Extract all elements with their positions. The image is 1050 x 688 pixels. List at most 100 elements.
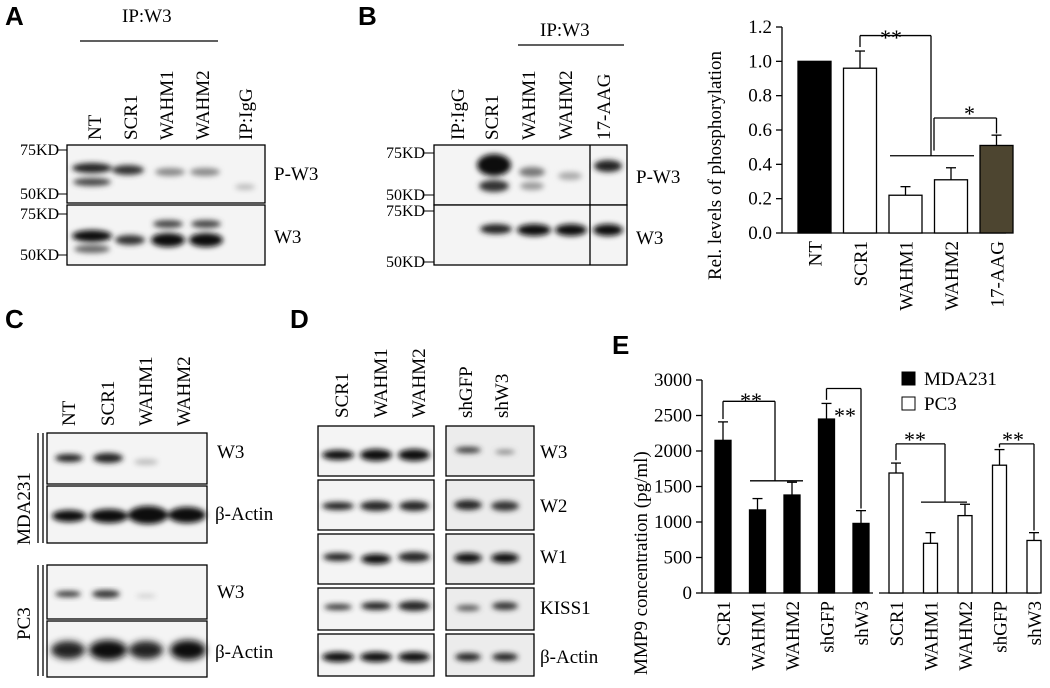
chart-e-ytick-label: 3000 [654,370,692,391]
chart-e-xtick-label: shW3 [1025,601,1046,645]
chart-e-xtick-label: WAHM2 [783,601,804,671]
row-d-3: W1 [540,547,567,568]
lane-a-3: WAHM1 [157,70,178,140]
chart-e: E MMP9 concentration (pg/ml) MDA231 PC3 … [612,330,1046,675]
chart-b-ytick-label: 1.2 [748,17,772,38]
lane-a-5: IP:IgG [236,88,257,140]
legend-pc3-swatch [901,396,916,411]
chart-b-bar [888,194,923,234]
chart-b-xtick-label: WAHM2 [942,241,963,311]
chart-e-ytick-label: 0 [683,583,693,604]
row-d-4: KISS1 [540,598,591,619]
panel-c: C NT SCR1 WAHM1 WAHM2 MDA231 PC3 [5,304,274,678]
panel-label-e: E [612,330,629,360]
lane-c-1: NT [59,400,80,426]
row-d-5: β-Actin [540,647,599,668]
lane-d-1: SCR1 [332,373,353,418]
row-b-w3: W3 [636,228,663,249]
row-a-pw3: P-W3 [274,164,318,185]
lane-d-2: WAHM1 [371,348,392,418]
chart-e-xtick-label: SCR1 [714,601,735,646]
chart-e-ytick-label: 2500 [654,406,692,427]
row-c-1: W3 [217,442,244,463]
chart-e-bar-pc3 [922,542,939,594]
chart-b-xtick-label: WAHM1 [897,241,918,311]
lane-b-4: WAHM2 [556,70,577,140]
chart-b-ytick-label: 0.4 [748,154,772,175]
chart-b-bar [979,144,1014,234]
chart-e-xtick-label: shGFP [818,601,839,653]
chart-b-xtick-label: SCR1 [851,241,872,286]
chart-e-xtick-label: shGFP [991,601,1012,653]
chart-e-sig-2: ** [834,403,856,428]
chart-e-bar-mda231 [783,494,801,594]
chart-e-xtick-label: shW3 [852,601,873,645]
chart-b-xtick-label: NT [806,241,827,267]
marker-a-75-bot: 75KD [20,206,59,223]
chart-e-xtick-label: WAHM1 [922,601,943,671]
lane-b-2: SCR1 [482,95,503,140]
row-c-3: W3 [217,582,244,603]
marker-a-75-top: 75KD [20,142,59,159]
panel-label-b: B [358,1,377,31]
legend-mda231-swatch [901,371,916,386]
chart-e-bar-mda231 [817,418,836,594]
lane-c-2: SCR1 [98,381,119,426]
marker-b-75-top: 75KD [386,145,425,162]
lane-a-4: WAHM2 [193,70,214,140]
marker-b-50-top: 50KD [386,187,425,204]
lane-a-2: SCR1 [121,95,142,140]
chart-b-ytick-label: 0.6 [748,120,772,141]
chart-e-sig-4: ** [1002,427,1024,452]
chart-e-bar-pc3 [991,464,1008,594]
chart-e-ytick-label: 1500 [654,477,692,498]
chart-e-xtick-label: WAHM2 [956,601,977,671]
chart-e-ytick-label: 500 [664,548,693,569]
row-c-4: β-Actin [215,642,274,663]
row-b-pw3: P-W3 [636,167,680,188]
chart-b-ylabel: Rel. levels of phosphorylation [705,50,726,280]
lane-c-4: WAHM2 [174,356,195,426]
chart-b-ytick-label: 0.8 [748,86,772,107]
legend-mda231-label: MDA231 [924,369,997,390]
chart-b-ytick-label: 0.2 [748,189,772,210]
marker-a-50-top: 50KD [20,186,59,203]
chart-b-xtick-label: 17-AAG [988,241,1009,308]
row-a-w3: W3 [274,227,301,248]
chart-e-bar-mda231 [852,522,870,594]
panel-d: D SCR1 WAHM1 WAHM2 shGFP shW3 [290,304,599,677]
lane-c-3: WAHM1 [136,356,157,426]
panel-label-d: D [290,304,309,334]
row-c-2: β-Actin [215,504,274,525]
ip-label-a: IP:W3 [122,6,172,27]
chart-e-bar-pc3 [957,514,973,594]
lane-a-1: NT [85,114,106,140]
chart-e-sig-1: ** [740,388,762,413]
chart-b: Rel. levels of phosphorylation ** * 0.0 0… [705,17,1014,311]
ip-label-b: IP:W3 [540,20,590,41]
row-d-2: W2 [540,496,567,517]
lane-b-1: IP:IgG [448,88,469,140]
panel-label-c: C [5,304,24,334]
chart-e-bar-pc3 [1026,539,1042,594]
chart-e-xtick-label: WAHM1 [749,601,770,671]
chart-b-bar [842,67,878,234]
lane-b-3: WAHM1 [519,70,540,140]
chart-b-bar [933,179,969,234]
chart-e-bar-pc3 [888,472,904,594]
marker-b-75-bot: 75KD [386,203,425,220]
chart-e-ytick-label: 1000 [654,512,692,533]
lane-d-4: shGFP [456,366,477,418]
row-d-1: W3 [540,442,567,463]
chart-b-sig-2: * [964,101,975,126]
lane-d-3: WAHM2 [409,348,430,418]
chart-b-ytick-label: 1.0 [748,51,772,72]
panel-label-a: A [5,1,24,31]
group-c-mda231: MDA231 [14,472,35,545]
chart-e-bar-mda231 [714,439,732,594]
lane-d-5: shW3 [492,374,513,418]
chart-b-bar [797,60,832,234]
chart-e-ylabel: MMP9 concentration (pg/ml) [631,451,652,675]
marker-a-50-bot: 50KD [20,247,59,264]
chart-e-xtick-label: SCR1 [887,601,908,646]
